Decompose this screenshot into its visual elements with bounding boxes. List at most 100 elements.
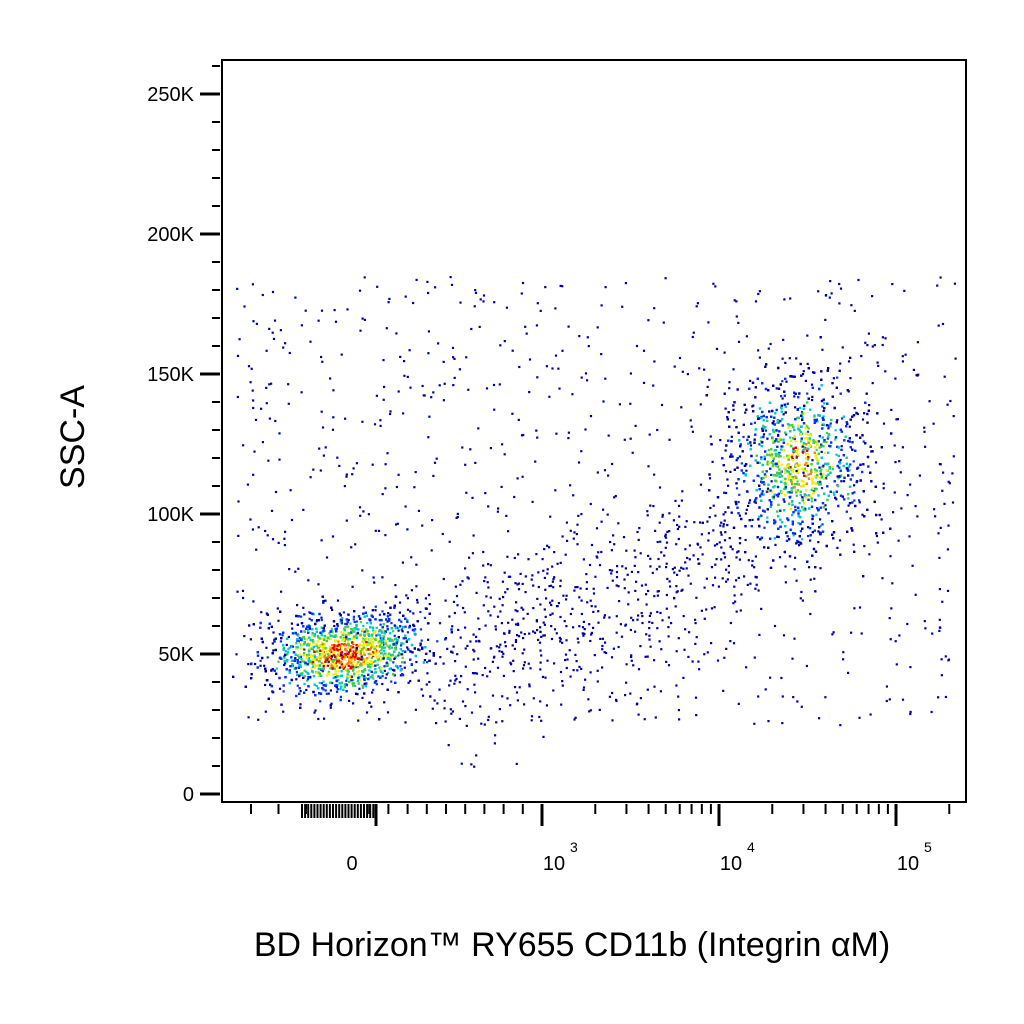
event-dot — [303, 613, 306, 616]
event-dot — [343, 665, 346, 668]
event-dot — [390, 680, 393, 683]
event-dot — [331, 644, 334, 647]
event-dot — [419, 642, 422, 645]
event-dot — [383, 613, 386, 616]
event-dot — [307, 628, 310, 631]
event-dot — [256, 651, 259, 654]
event-dot — [353, 610, 356, 613]
event-dot — [386, 688, 389, 691]
event-dot — [363, 675, 366, 678]
event-dot — [389, 613, 392, 616]
event-dot — [352, 684, 355, 687]
event-dot — [358, 643, 361, 646]
event-dot — [378, 613, 381, 616]
event-dot — [375, 626, 378, 629]
event-dot — [724, 470, 728, 473]
event-dot — [401, 650, 404, 653]
event-dot — [336, 655, 339, 658]
event-dot — [831, 466, 834, 469]
event-dot — [305, 688, 308, 692]
event-dot — [388, 637, 392, 640]
event-dot — [313, 634, 316, 638]
event-dot — [299, 690, 302, 693]
event-dot — [780, 395, 783, 398]
event-dot — [374, 609, 377, 612]
event-dot — [368, 701, 371, 704]
event-dot — [416, 598, 419, 602]
event-dot — [374, 680, 378, 683]
event-dot — [376, 651, 379, 654]
event-dot — [825, 431, 829, 434]
event-dot — [340, 685, 343, 688]
event-dot — [357, 615, 361, 618]
event-dot — [294, 653, 297, 656]
event-dot — [738, 493, 741, 496]
event-dot — [429, 695, 432, 698]
event-dot — [298, 637, 301, 640]
event-dot — [400, 628, 403, 631]
event-dot — [400, 642, 403, 645]
event-dot — [303, 691, 306, 694]
event-dot — [337, 643, 341, 646]
event-dot — [375, 683, 378, 686]
event-dot — [297, 615, 300, 618]
event-dot — [834, 429, 837, 432]
event-dot — [285, 668, 288, 671]
event-dot — [282, 648, 285, 651]
event-dot — [341, 633, 344, 637]
event-dot — [379, 634, 382, 637]
event-dot — [291, 664, 294, 667]
event-dot — [346, 677, 349, 680]
event-dot — [267, 627, 270, 630]
event-dot — [811, 482, 814, 485]
event-dot — [371, 644, 374, 647]
event-dot — [350, 631, 353, 634]
event-dot — [411, 651, 414, 654]
event-dot — [351, 664, 354, 667]
event-dot — [243, 635, 246, 638]
event-dot — [261, 656, 264, 660]
event-dot — [322, 680, 325, 683]
event-dot — [853, 499, 856, 502]
event-dot — [382, 635, 385, 638]
event-dot — [342, 657, 346, 660]
event-dot — [367, 663, 370, 666]
event-dot — [328, 653, 331, 656]
event-dot — [777, 535, 780, 539]
event-dot — [788, 357, 791, 360]
event-dot — [298, 653, 301, 656]
event-dot — [332, 635, 335, 638]
event-dot — [316, 648, 319, 651]
event-dot — [283, 657, 286, 660]
event-dot — [303, 682, 306, 685]
event-dot — [362, 637, 365, 640]
event-dot — [428, 612, 431, 615]
event-dot — [815, 448, 818, 451]
event-dot — [367, 677, 370, 681]
event-dot — [399, 625, 402, 628]
event-dot — [744, 512, 747, 515]
event-dot — [304, 663, 307, 666]
event-dot — [729, 470, 732, 473]
event-dot — [366, 643, 369, 646]
event-dot — [310, 619, 313, 622]
event-dot — [392, 661, 395, 664]
event-dot — [355, 624, 358, 627]
event-dot — [365, 614, 368, 617]
event-dot — [270, 625, 273, 628]
event-dot — [389, 632, 392, 635]
event-dot — [349, 659, 352, 662]
event-dot — [264, 667, 267, 670]
event-dot — [356, 693, 359, 696]
event-dot — [351, 682, 354, 685]
event-dot — [308, 617, 311, 620]
event-dot — [379, 655, 382, 658]
event-dot — [339, 636, 342, 639]
event-dot — [393, 634, 396, 637]
event-dot — [321, 687, 324, 690]
event-dot — [345, 618, 348, 621]
event-dot — [298, 687, 301, 690]
event-dot — [320, 653, 323, 656]
event-dot — [858, 501, 861, 504]
event-dot — [371, 664, 374, 667]
